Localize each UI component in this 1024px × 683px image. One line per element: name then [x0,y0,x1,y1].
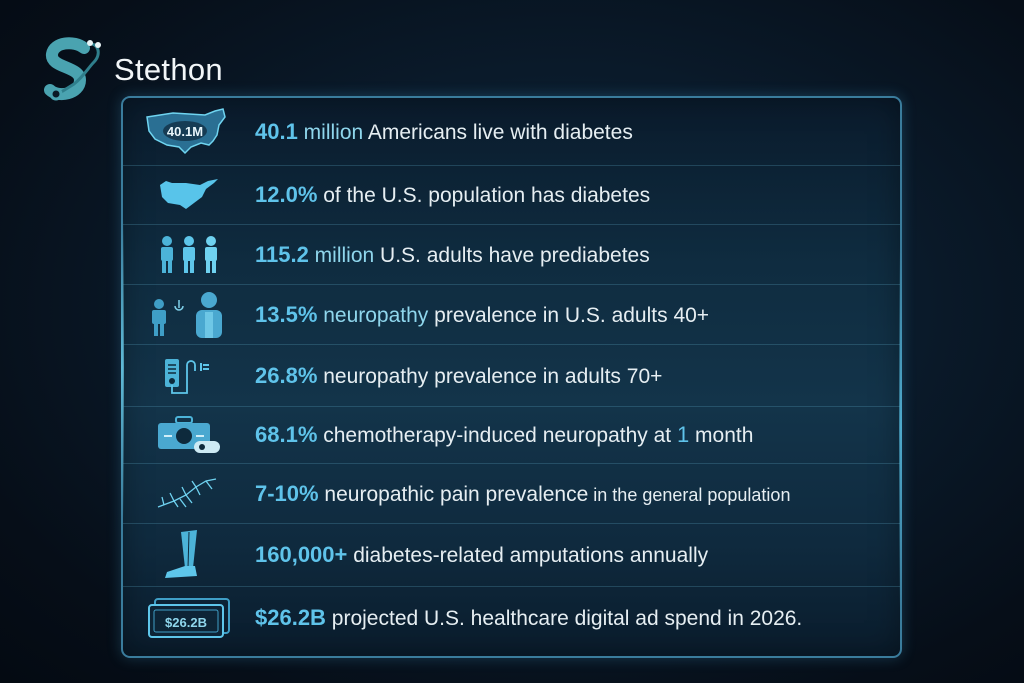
stat-row: 12.0% of the U.S. population has diabete… [123,166,900,225]
three-people-icon [123,225,255,284]
stat-text: 40.1 million Americans live with diabete… [255,118,633,144]
nerve-icon [123,464,255,523]
svg-text:$26.2B: $26.2B [165,615,207,630]
us-map-icon: 40.1M [123,98,255,165]
stat-text: 115.2 million U.S. adults have prediabet… [255,241,650,267]
stats-panel: 40.1M 40.1 million Americans live with d… [121,96,902,658]
stat-text: 7-10% neuropathic pain prevalence in the… [255,480,791,506]
stethoscope-logo-icon [44,36,106,104]
svg-text:40.1M: 40.1M [167,124,203,139]
stat-row: 160,000+ diabetes-related amputations an… [123,524,900,587]
brand-name: Stethon [114,52,223,87]
leg-prosthesis-icon [123,524,255,586]
stat-text: 26.8% neuropathy prevalence in adults 70… [255,362,663,388]
stat-text: 13.5% neuropathy prevalence in U.S. adul… [255,301,710,327]
brand-logo: Stethon [44,36,223,104]
stat-row: 40.1M 40.1 million Americans live with d… [123,98,900,166]
stat-text: 12.0% of the U.S. population has diabete… [255,182,651,207]
stat-row: $26.2B $26.2B projected U.S. healthcare … [123,587,900,649]
stat-text: 160,000+ diabetes-related amputations an… [255,542,709,567]
us-silhouette-icon [123,166,255,224]
medical-kit-icon [123,407,255,463]
stat-row: 68.1% chemotherapy-induced neuropathy at… [123,407,900,464]
money-icon: $26.2B [123,587,255,649]
stat-text: $26.2B projected U.S. healthcare digital… [255,605,803,630]
stat-row: 26.8% neuropathy prevalence in adults 70… [123,345,900,407]
person-aging-icon [123,285,255,344]
stat-row: 13.5% neuropathy prevalence in U.S. adul… [123,285,900,345]
medical-device-icon [123,345,255,406]
stat-row: 115.2 million U.S. adults have prediabet… [123,225,900,285]
stat-text: 68.1% chemotherapy-induced neuropathy at… [255,422,754,447]
stat-row: 7-10% neuropathic pain prevalence in the… [123,464,900,524]
